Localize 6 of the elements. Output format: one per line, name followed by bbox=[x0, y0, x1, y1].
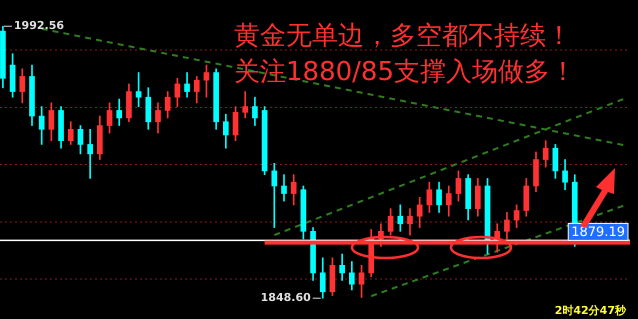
chart-title: 黄金无单边，多空都不持续！ bbox=[234, 21, 572, 51]
text: 关注1880/85支撑入场做多！ bbox=[234, 57, 576, 87]
annotation: 1848.60 bbox=[260, 291, 312, 304]
ref-line-label: 1879.19 bbox=[571, 224, 626, 240]
annotation: 1992.56 bbox=[14, 19, 64, 32]
text: 2时42分47秒 bbox=[554, 304, 627, 317]
